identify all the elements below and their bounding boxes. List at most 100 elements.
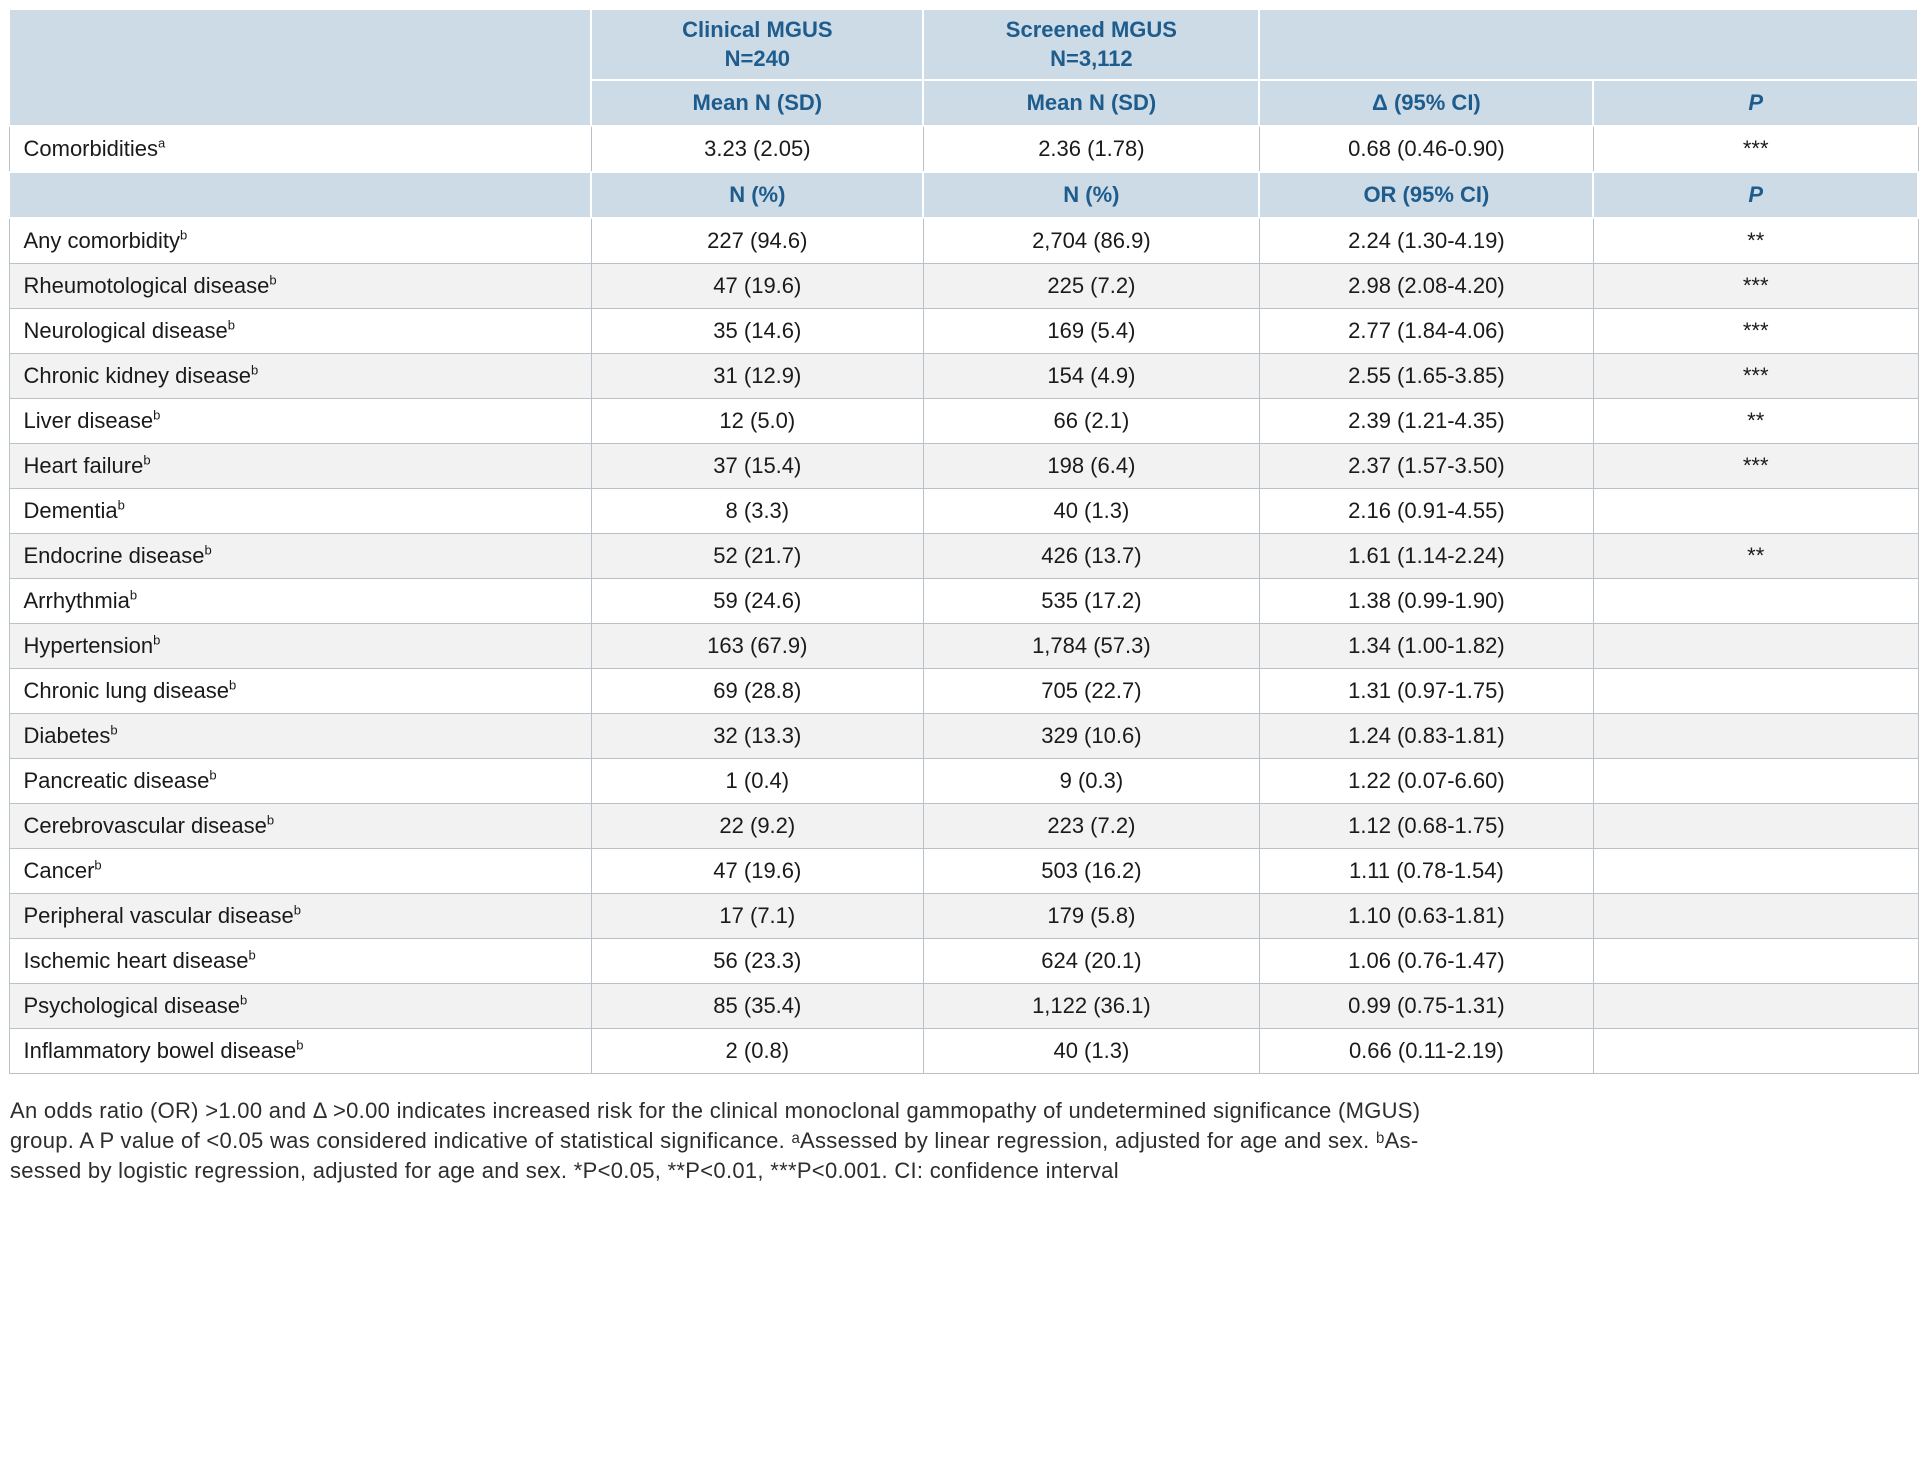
table-row: Pancreatic diseaseb 1 (0.4) 9 (0.3) 1.22 (0… [8,758,1919,805]
clinical-value: 52 (21.7) [590,533,924,580]
screened-mgus-title: Screened MGUS [1005,17,1177,42]
row-label-text: Dementia [23,498,118,524]
screened-value: 535 (17.2) [922,578,1260,625]
count-subheader-row: N (%) N (%) OR (95% CI) P [7,171,1919,220]
screened-value: 40 (1.3) [922,488,1260,535]
row-label-cell: Ischemic heart diseaseb [8,938,592,985]
row-label-text: Cancer [23,858,95,884]
table-row: Inflammatory bowel diseaseb 2 (0.8) 40 (1.… [8,1028,1919,1075]
clinical-value: 85 (35.4) [590,983,924,1030]
row-label-text: Ischemic heart disease [23,948,249,974]
clinical-mgus-title: Clinical MGUS [682,17,833,42]
screened-value: 2,704 (86.9) [922,217,1260,265]
screened-value: 2.36 (1.78) [922,125,1260,173]
table-row: Any comorbidityb 227 (94.6) 2,704 (86.9) 2.… [8,217,1919,265]
screened-mgus-group-header: Screened MGUS N=3,112 [922,7,1261,82]
table-row: Rheumotological diseaseb 47 (19.6) 225 (7.… [8,263,1919,310]
screened-value: 329 (10.6) [922,713,1260,760]
p-value [1592,983,1919,1030]
comorbidities-summary-row: Comorbiditiesa 3.23 (2.05) 2.36 (1.78) 0… [8,125,1919,173]
row-label-cell: Cerebrovascular diseaseb [8,803,592,850]
p-value [1592,758,1919,805]
p-value [1592,938,1919,985]
row-label-cell: Endocrine diseaseb [8,533,592,580]
clinical-value: 3.23 (2.05) [590,125,924,173]
count-subheader-empty-cell [7,171,593,220]
row-label-cell: Chronic kidney diseaseb [8,353,592,400]
row-label-cell: Cancerb [8,848,592,895]
mean-subheader-row: Mean N (SD) Mean N (SD) Δ (95% CI) P [9,79,1919,128]
screened-mgus-n: N=3,112 [1050,45,1133,71]
row-label-text: Heart failure [23,453,144,479]
or-value: 1.22 (0.07-6.60) [1258,758,1594,805]
footnote-line: sessed by logistic regression, adjusted … [10,1157,1119,1183]
p-value [1592,578,1919,625]
row-label-superscript: b [153,632,161,648]
screened-value: 179 (5.8) [922,893,1260,940]
screened-value: 503 (16.2) [922,848,1260,895]
clinical-value: 8 (3.3) [590,488,924,535]
clinical-mgus-n: N=240 [724,45,791,71]
or-value: 1.06 (0.76-1.47) [1258,938,1594,985]
row-label-cell: Psychological diseaseb [8,983,592,1030]
row-label-superscript: b [94,857,102,873]
row-label-superscript: b [180,227,188,243]
row-label-cell: Pancreatic diseaseb [8,758,592,805]
p-column-header: P [1592,79,1919,128]
clinical-value: 163 (67.9) [590,623,924,670]
row-label-superscript: b [228,677,237,693]
screened-value: 66 (2.1) [922,398,1260,445]
clinical-value: 69 (28.8) [590,668,924,715]
table-row: Psychological diseaseb 85 (35.4) 1,122 (36… [8,983,1919,1030]
clinical-value: 47 (19.6) [590,848,924,895]
p-value [1592,1028,1919,1075]
footnote-line: group. A P value of <0.05 was considered… [10,1127,1419,1153]
screened-value: 223 (7.2) [922,803,1260,850]
or-value: 2.77 (1.84-4.06) [1258,308,1594,355]
clinical-value: 12 (5.0) [590,398,924,445]
or-value: 1.34 (1.00-1.82) [1258,623,1594,670]
clinical-value: 59 (24.6) [590,578,924,625]
row-label-cell: Chronic lung diseaseb [8,668,592,715]
clinical-value: 22 (9.2) [590,803,924,850]
data-rows: Any comorbidityb 227 (94.6) 2,704 (86.9) 2.… [8,217,1919,1075]
row-label-superscript: b [248,947,256,963]
screened-value: 624 (20.1) [922,938,1260,985]
row-label-text: Peripheral vascular disease [23,903,294,929]
row-label-cell: Hypertensionb [8,623,592,670]
row-label-cell: Heart failureb [8,443,592,490]
or-value: 1.24 (0.83-1.81) [1258,713,1594,760]
p-value: *** [1592,308,1919,355]
row-label-superscript: a [158,135,166,151]
p-value [1592,488,1919,535]
row-label-cell: Liver diseaseb [8,398,592,445]
table-row: Diabetesb 32 (13.3) 329 (10.6) 1.24 (0.83-1… [8,713,1919,760]
row-label-superscript: b [204,542,212,558]
p-value [1592,623,1919,670]
screened-value: 426 (13.7) [922,533,1260,580]
table-row: Liver diseaseb 12 (5.0) 66 (2.1) 2.39 (1.21… [8,398,1919,445]
screened-value: 169 (5.4) [922,308,1260,355]
screened-count-header: N (%) [922,171,1261,220]
p-value [1592,713,1919,760]
clinical-value: 47 (19.6) [590,263,924,310]
spacer-header-cell [1258,7,1919,82]
p-value [1592,803,1919,850]
row-label-text: Diabetes [23,723,111,749]
group-header-row: Clinical MGUS N=240 Screened MGUS N=3,11… [7,7,1919,128]
delta-value: 0.68 (0.46-0.90) [1258,125,1594,173]
delta-ci-header: Δ (95% CI) [1258,79,1595,128]
clinical-value: 37 (15.4) [590,443,924,490]
or-value: 1.31 (0.97-1.75) [1258,668,1594,715]
screened-value: 154 (4.9) [922,353,1260,400]
p-value: ** [1592,398,1919,445]
table-row: Cancerb 47 (19.6) 503 (16.2) 1.11 (0.78-1.5… [8,848,1919,895]
row-label-text: Liver disease [23,408,154,434]
row-label-cell: Inflammatory bowel diseaseb [8,1028,592,1075]
screened-value: 40 (1.3) [922,1028,1260,1075]
row-label-text: Chronic lung disease [23,678,229,704]
table-row: Endocrine diseaseb 52 (21.7) 426 (13.7) 1.6… [8,533,1919,580]
or-value: 2.39 (1.21-4.35) [1258,398,1594,445]
or-value: 2.37 (1.57-3.50) [1258,443,1594,490]
or-value: 2.55 (1.65-3.85) [1258,353,1594,400]
